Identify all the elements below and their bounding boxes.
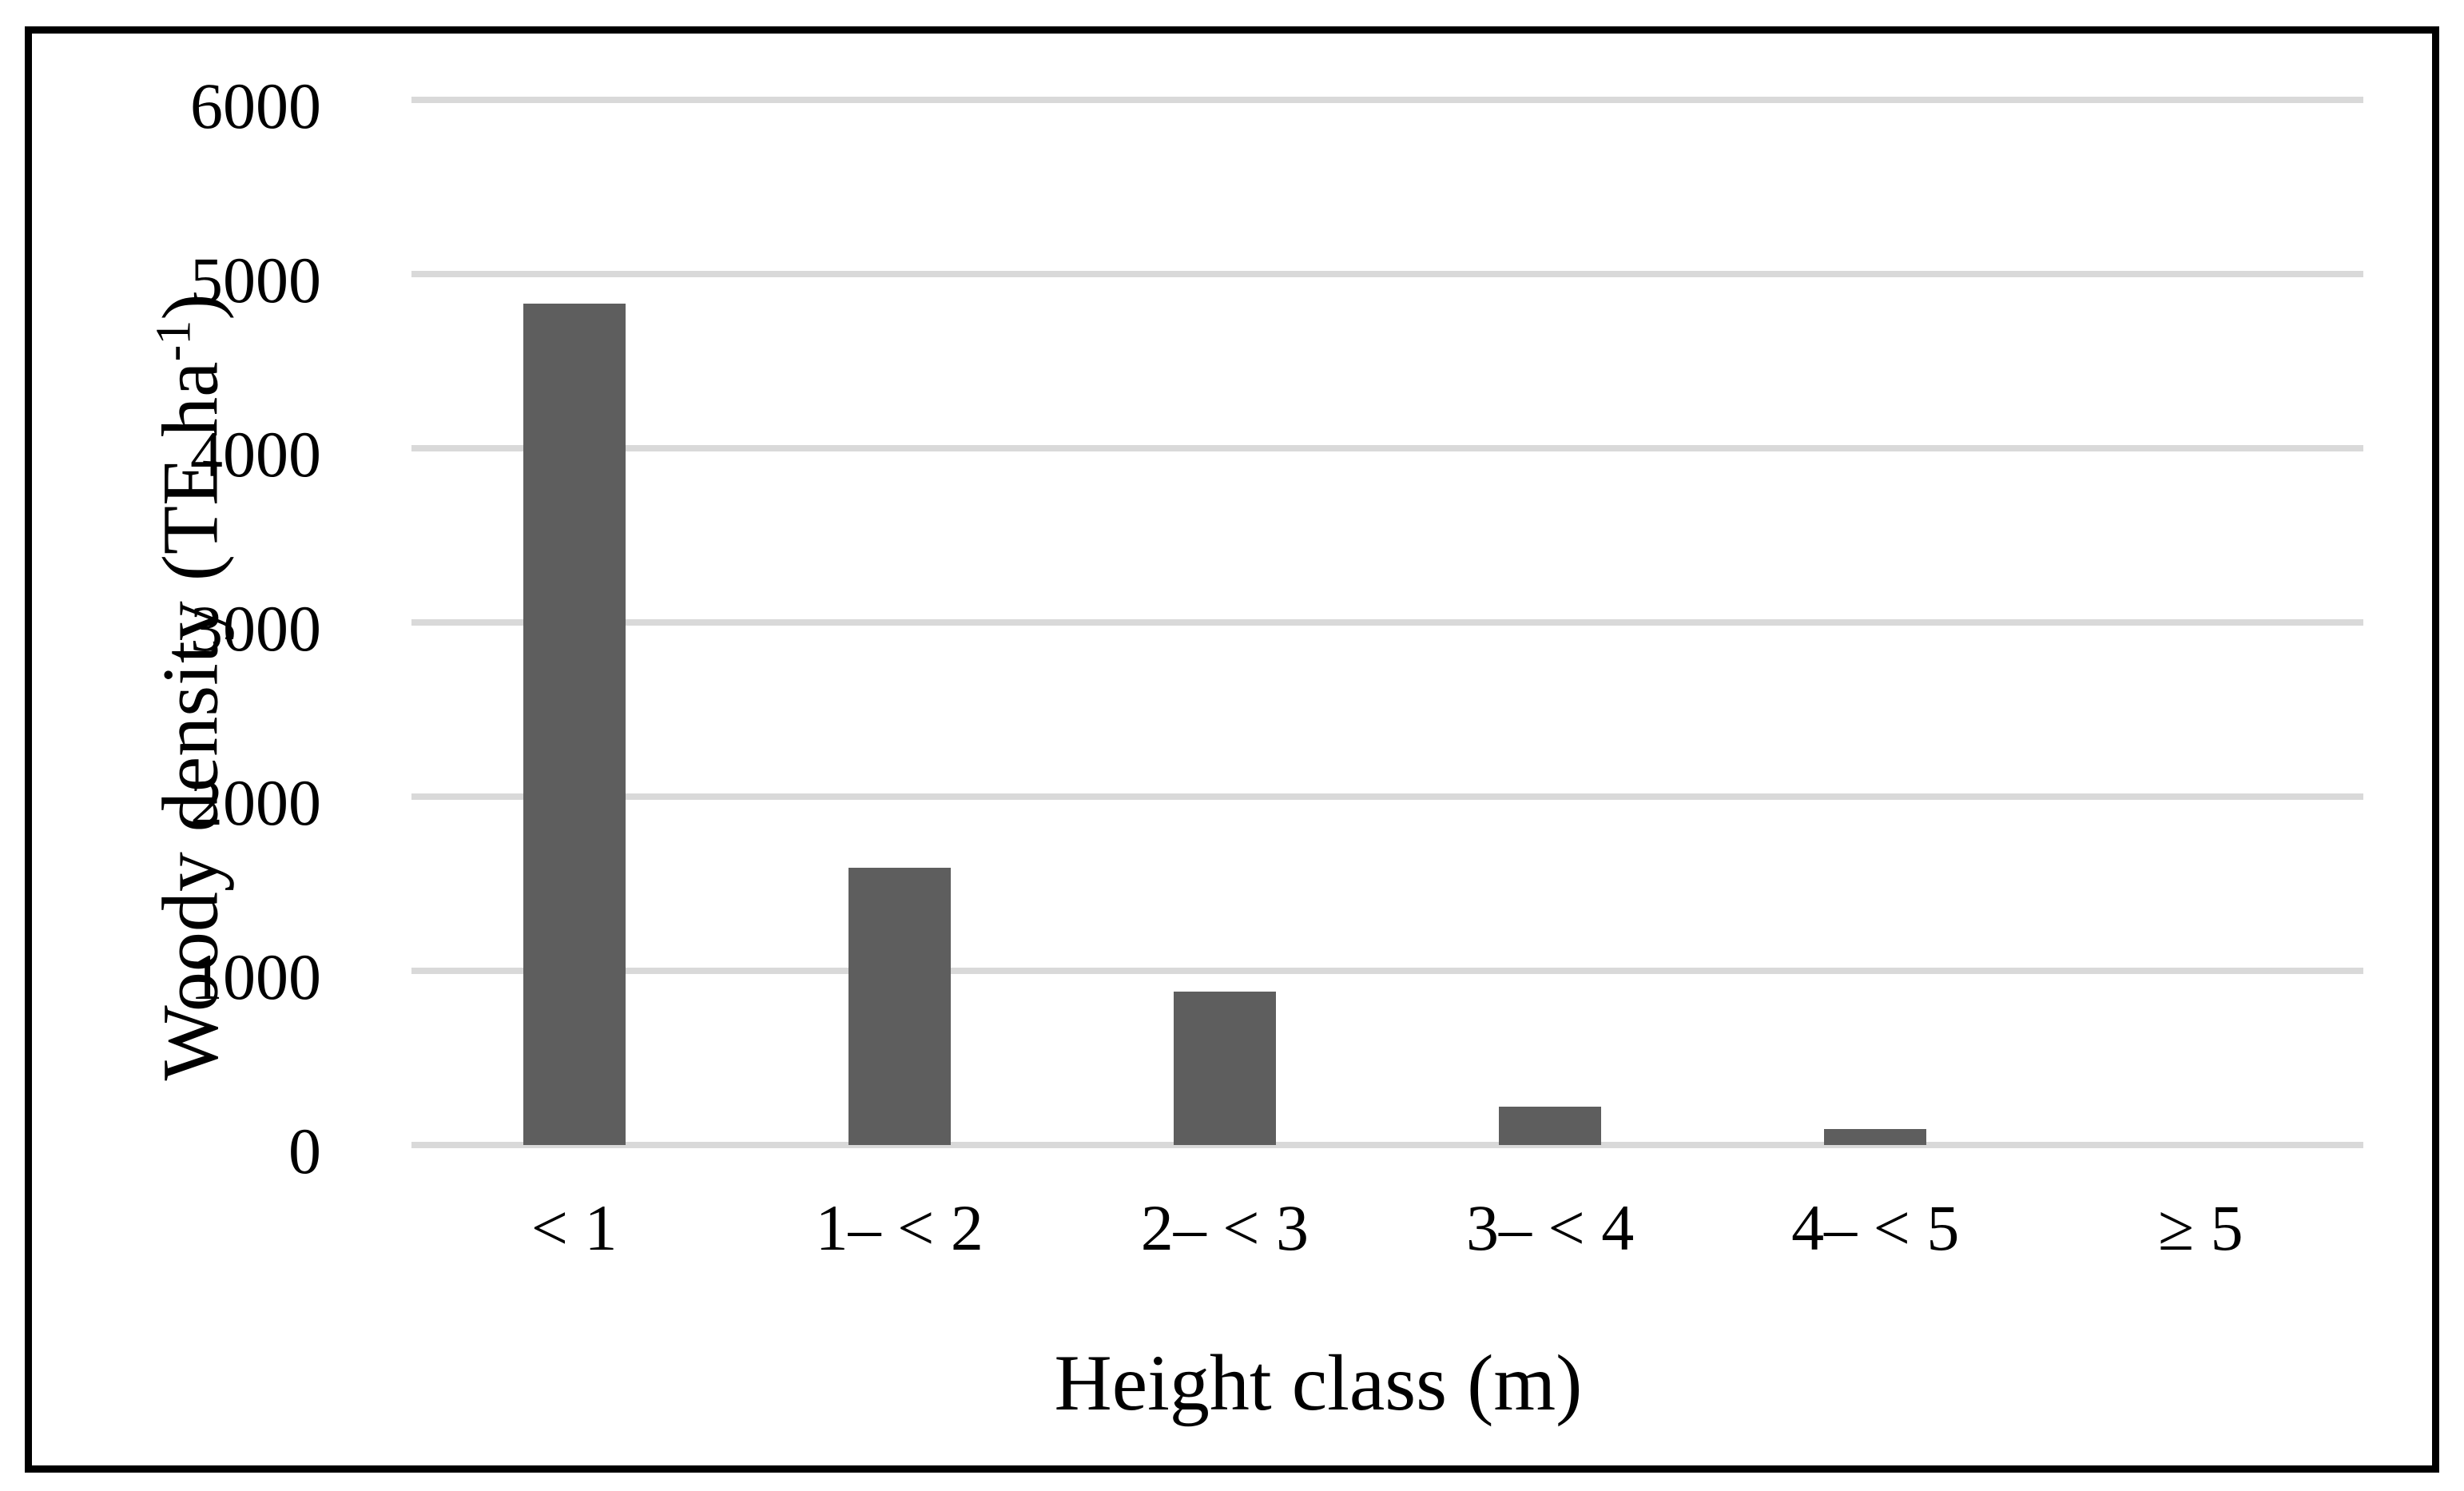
x-axis-title: Height class (m) <box>1054 1338 1583 1427</box>
gridline-y-0 <box>411 1142 2363 1148</box>
y-tick-label-6000: 6000 <box>190 70 321 142</box>
x-tick-label-1– < 2: 1– < 2 <box>815 1191 984 1264</box>
y-axis-title-superscript: -1 <box>146 320 201 362</box>
bar-1– < 2 <box>848 868 951 1145</box>
bar-4– < 5 <box>1824 1129 1927 1145</box>
x-tick-label-< 1: < 1 <box>531 1191 618 1264</box>
bar-< 1 <box>523 304 626 1145</box>
gridline-y-3000 <box>411 619 2363 626</box>
y-tick-label-4000: 4000 <box>190 418 321 491</box>
x-tick-label-≥ 5: ≥ 5 <box>2158 1191 2243 1264</box>
x-tick-label-3– < 4: 3– < 4 <box>1465 1191 1635 1264</box>
x-tick-label-2– < 3: 2– < 3 <box>1140 1191 1309 1264</box>
chart-border-frame: Woody density (TE ha-1) Height class (m)… <box>25 26 2439 1473</box>
gridline-y-5000 <box>411 271 2363 277</box>
y-tick-label-5000: 5000 <box>190 244 321 316</box>
gridline-y-1000 <box>411 968 2363 974</box>
gridline-y-2000 <box>411 793 2363 800</box>
gridline-y-4000 <box>411 445 2363 451</box>
gridline-y-6000 <box>411 97 2363 103</box>
y-tick-label-3000: 3000 <box>190 592 321 665</box>
y-tick-label-0: 0 <box>288 1115 321 1187</box>
bar-2– < 3 <box>1173 992 1276 1145</box>
y-tick-label-1000: 1000 <box>190 940 321 1013</box>
plot-area <box>411 97 2363 1148</box>
x-tick-label-4– < 5: 4– < 5 <box>1791 1191 1960 1264</box>
bar-3– < 4 <box>1499 1107 1602 1145</box>
y-tick-label-2000: 2000 <box>190 766 321 839</box>
